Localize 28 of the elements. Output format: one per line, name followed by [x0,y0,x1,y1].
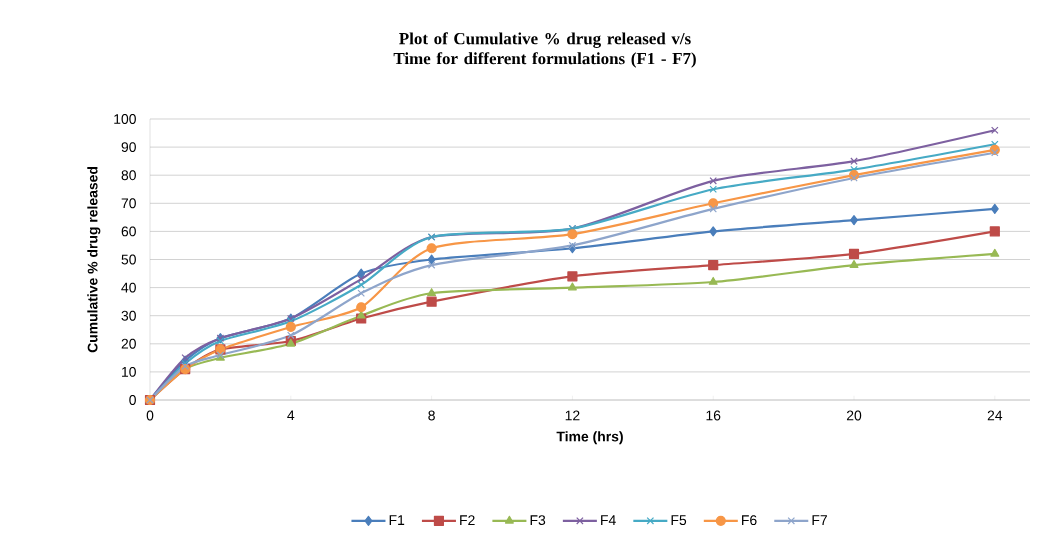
x-tick-label: 12 [565,410,580,421]
y-tick-label: 90 [121,142,136,153]
y-tick-label: 80 [121,170,136,181]
y-tick-label: 30 [121,310,136,321]
legend-label: F1 [389,515,405,525]
x-tick-label: 0 [146,410,154,421]
y-tick-label: 70 [121,198,136,209]
x-axis-title: Time (hrs) [556,431,623,445]
y-axis-title: Cumulative % drug released [87,167,101,353]
x-tick-label: 4 [287,410,295,421]
y-tick-label: 100 [114,114,136,124]
chart-title: Plot of Cumulative % drug released v/s Time for different formulations (F1 - F7) [393,32,696,68]
legend-label: F6 [742,515,757,526]
x-tick-label: 8 [428,410,435,421]
y-tick-label: 60 [121,226,136,237]
x-tick-label: 24 [987,410,1003,421]
legend-label: F2 [460,515,475,525]
y-tick-label: 20 [121,338,136,349]
legend-label: F3 [530,515,546,526]
y-tick-label: 40 [121,282,136,293]
legend-label: F7 [812,515,827,525]
y-tick-label: 10 [122,366,136,377]
legend-label: F4 [601,515,616,525]
x-tick-label: 20 [846,410,862,421]
y-tick-label: 50 [121,254,136,265]
y-tick-label: 0 [129,395,136,405]
x-tick-label: 16 [706,410,721,421]
legend-label: F5 [671,515,687,526]
